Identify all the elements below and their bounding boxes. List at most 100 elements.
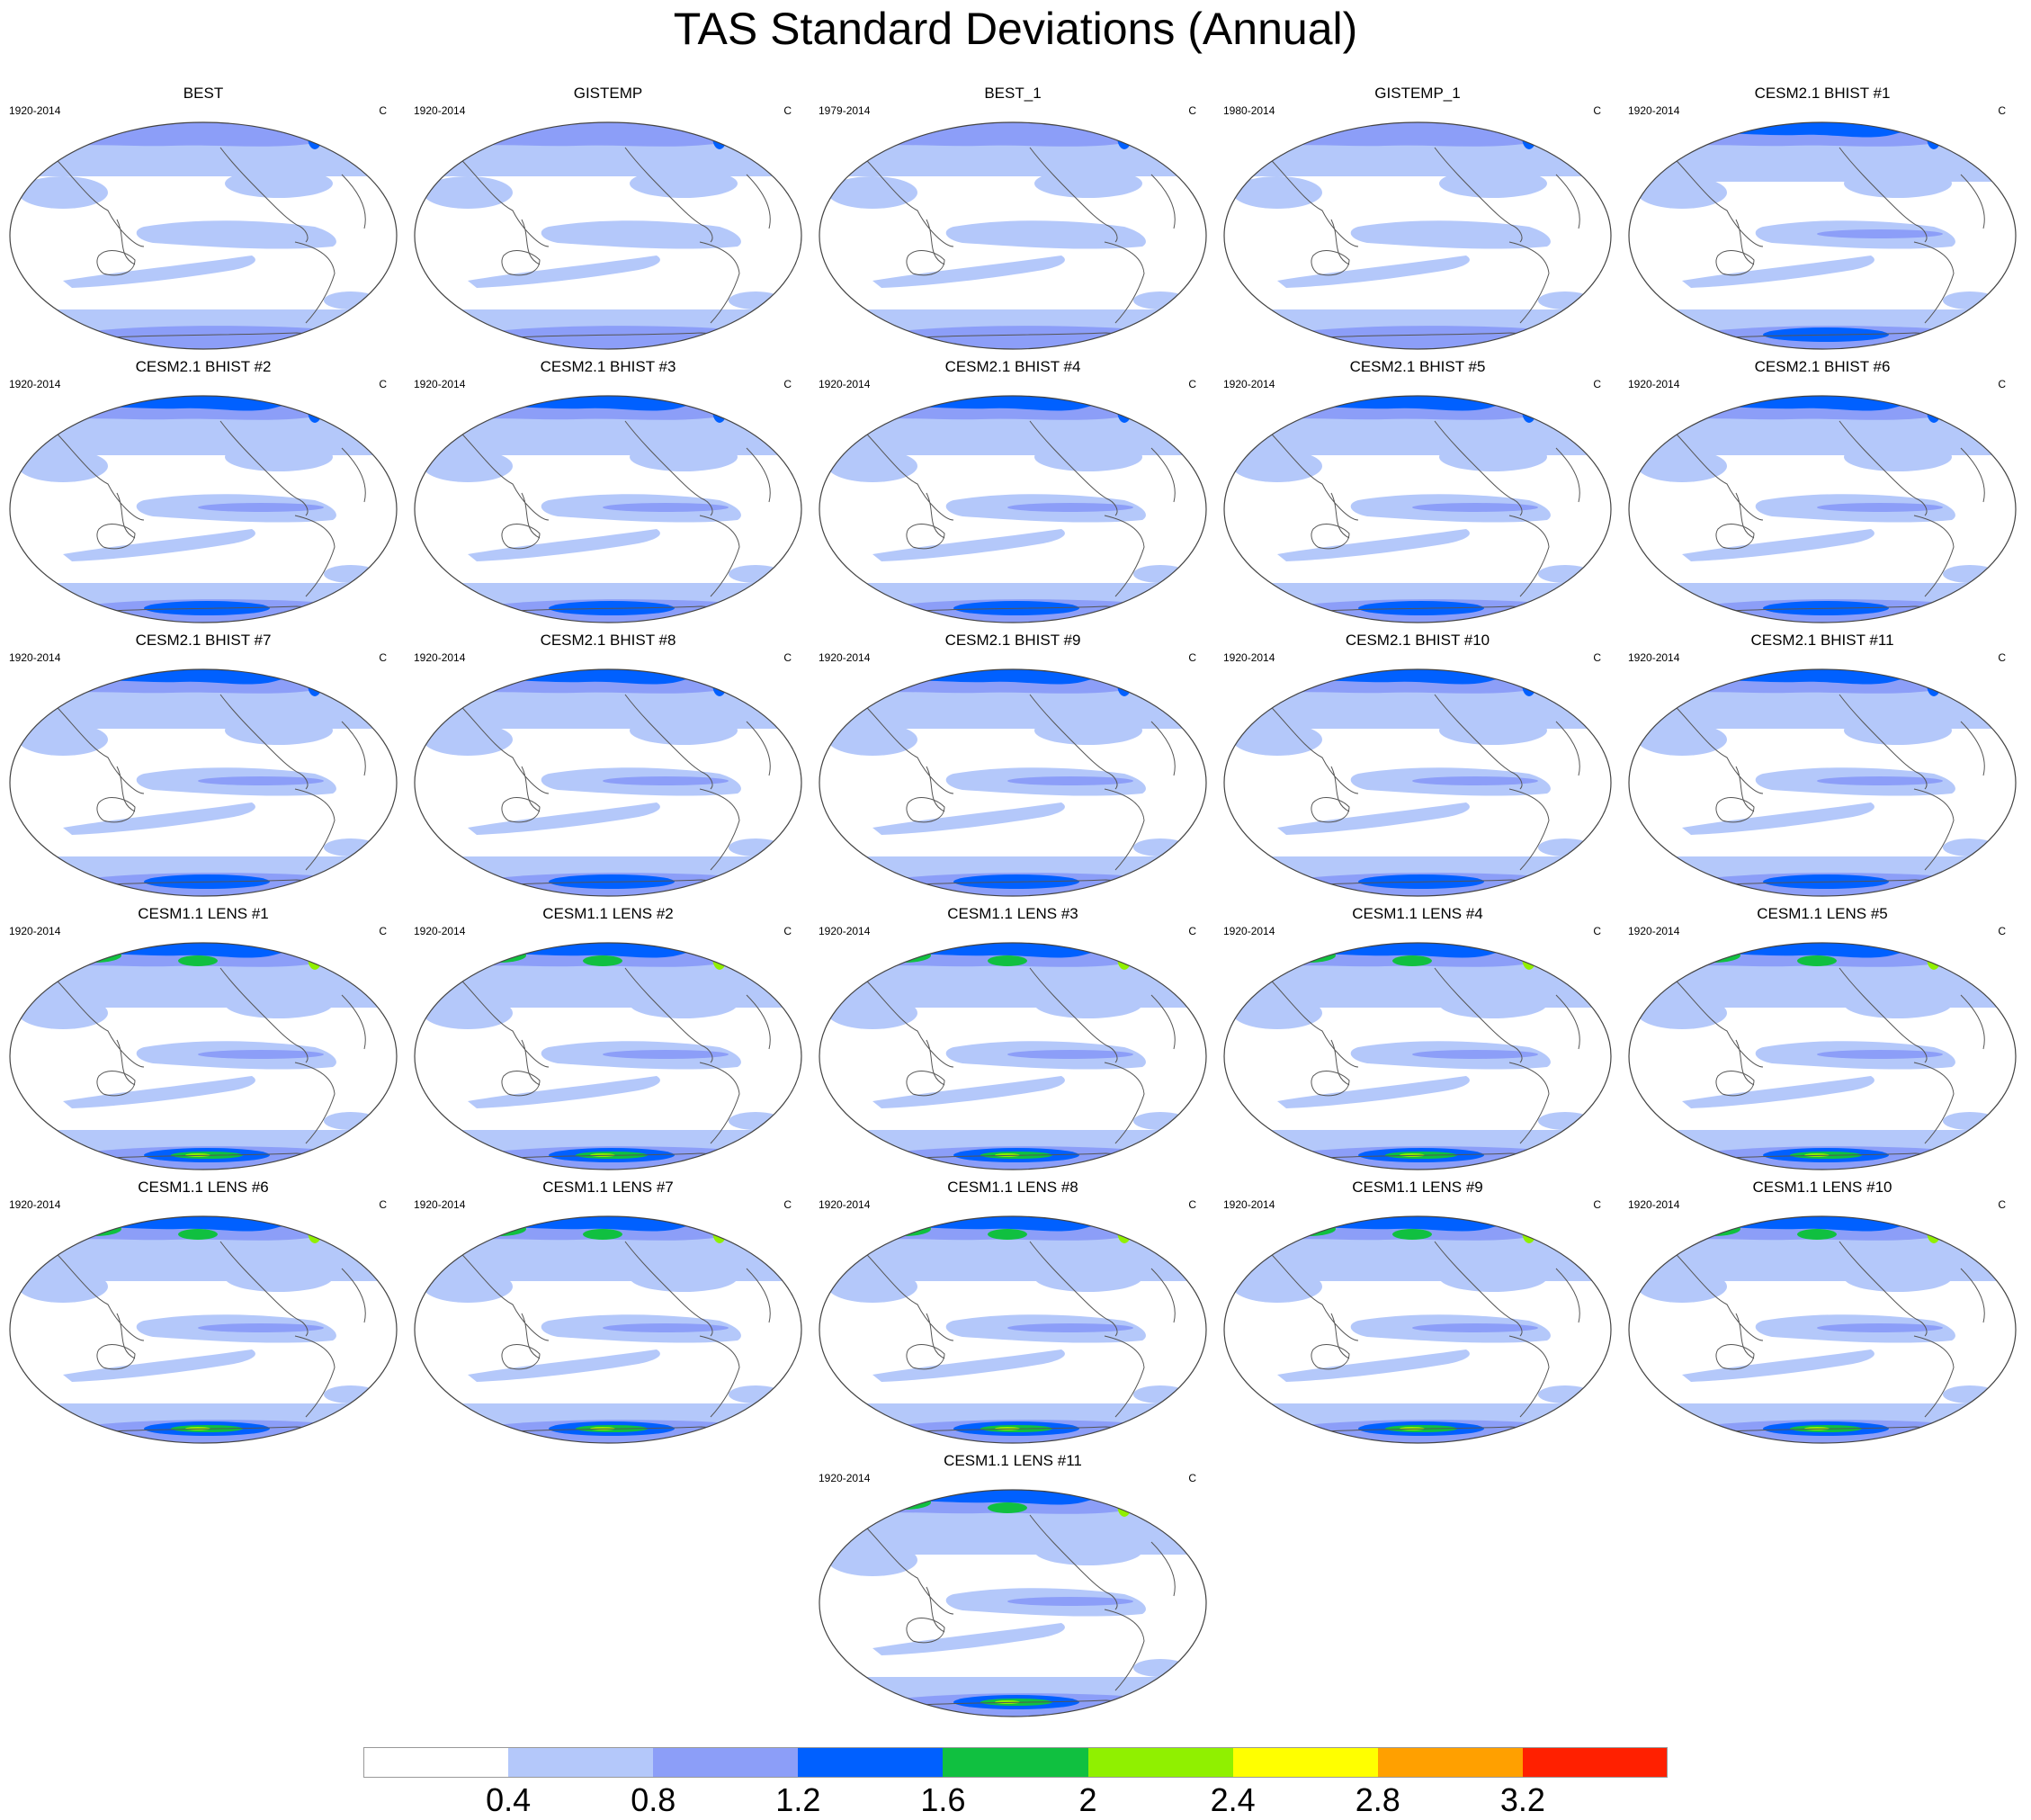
panel-period: 1920-2014	[9, 651, 61, 664]
panel-period: 1920-2014	[1628, 1198, 1680, 1211]
map-panel: CESM2.1 BHIST #1 1920-2014 C	[1619, 85, 2026, 354]
colorbar-segment	[1377, 1747, 1524, 1778]
map-panel: CESM1.1 LENS #11 1920-2014 C	[810, 1452, 1216, 1722]
panel-units: C	[783, 925, 792, 937]
robinson-map	[9, 942, 398, 1170]
robinson-map	[1223, 942, 1612, 1170]
panel-units: C	[1188, 925, 1196, 937]
panel-title: CESM1.1 LENS #6	[138, 1179, 269, 1196]
map-panel: CESM2.1 BHIST #9 1920-2014 C	[810, 632, 1216, 901]
map-panel: CESM2.1 BHIST #4 1920-2014 C	[810, 358, 1216, 628]
map-panel: CESM1.1 LENS #7 1920-2014 C	[405, 1179, 811, 1448]
panel-period: 1920-2014	[414, 378, 466, 390]
panel-period: 1920-2014	[819, 1198, 871, 1211]
panel-period: 1920-2014	[1223, 378, 1275, 390]
panel-period: 1920-2014	[1223, 925, 1275, 937]
panel-period: 1920-2014	[819, 925, 871, 937]
panel-title: CESM2.1 BHIST #10	[1345, 632, 1490, 649]
panel-title: CESM2.1 BHIST #5	[1349, 358, 1486, 375]
panel-period: 1980-2014	[1223, 104, 1275, 117]
colorbar-segment	[1232, 1747, 1379, 1778]
panel-period: 1920-2014	[414, 1198, 466, 1211]
map-panel: CESM2.1 BHIST #6 1920-2014 C	[1619, 358, 2026, 628]
panel-units: C	[379, 104, 387, 117]
panel-units: C	[1998, 104, 2006, 117]
map-panel: CESM2.1 BHIST #7 1920-2014 C	[0, 632, 407, 901]
panel-units: C	[1593, 925, 1601, 937]
map-panel: CESM2.1 BHIST #8 1920-2014 C	[405, 632, 811, 901]
map-panel: CESM1.1 LENS #5 1920-2014 C	[1619, 905, 2026, 1175]
robinson-map	[1628, 1215, 2017, 1444]
robinson-map	[1223, 1215, 1612, 1444]
robinson-map	[819, 1489, 1207, 1717]
colorbar-segment	[508, 1747, 654, 1778]
robinson-map	[9, 668, 398, 897]
colorbar	[363, 1747, 1669, 1778]
panel-title: CESM1.1 LENS #10	[1752, 1179, 1892, 1196]
panel-title: GISTEMP	[573, 85, 643, 102]
panel-units: C	[379, 651, 387, 664]
panel-title: CESM2.1 BHIST #2	[135, 358, 272, 375]
robinson-map	[1628, 942, 2017, 1170]
robinson-map	[1223, 121, 1612, 350]
panel-title: BEST	[183, 85, 224, 102]
robinson-map	[414, 668, 802, 897]
panel-period: 1920-2014	[1628, 378, 1680, 390]
panel-title: CESM1.1 LENS #1	[138, 905, 269, 922]
panel-title: CESM1.1 LENS #3	[947, 905, 1078, 922]
colorbar-tick-label: 2.4	[1210, 1781, 1256, 1818]
map-panel: CESM1.1 LENS #9 1920-2014 C	[1214, 1179, 1621, 1448]
robinson-map	[414, 942, 802, 1170]
panel-units: C	[1593, 1198, 1601, 1211]
panel-period: 1920-2014	[819, 378, 871, 390]
robinson-map	[819, 1215, 1207, 1444]
map-panel: CESM1.1 LENS #6 1920-2014 C	[0, 1179, 407, 1448]
panel-period: 1920-2014	[1223, 651, 1275, 664]
colorbar-segment	[653, 1747, 799, 1778]
colorbar-tick-label: 1.2	[775, 1781, 821, 1818]
panel-units: C	[379, 1198, 387, 1211]
map-panel: CESM1.1 LENS #3 1920-2014 C	[810, 905, 1216, 1175]
robinson-map	[9, 395, 398, 623]
panel-period: 1920-2014	[9, 104, 61, 117]
colorbar-tick-label: 1.6	[920, 1781, 966, 1818]
panel-period: 1920-2014	[1628, 651, 1680, 664]
panel-period: 1920-2014	[1628, 104, 1680, 117]
panel-period: 1920-2014	[9, 925, 61, 937]
panel-units: C	[783, 104, 792, 117]
panel-title: BEST_1	[984, 85, 1042, 102]
colorbar-segment	[1522, 1747, 1669, 1778]
figure-title: TAS Standard Deviations (Annual)	[673, 4, 1358, 54]
panel-period: 1920-2014	[414, 925, 466, 937]
panel-period: 1920-2014	[9, 1198, 61, 1211]
panel-title: CESM2.1 BHIST #9	[944, 632, 1081, 649]
robinson-map	[1628, 395, 2017, 623]
panel-units: C	[1998, 378, 2006, 390]
map-panel: CESM1.1 LENS #1 1920-2014 C	[0, 905, 407, 1175]
robinson-map	[414, 121, 802, 350]
map-panel: CESM1.1 LENS #10 1920-2014 C	[1619, 1179, 2026, 1448]
panel-period: 1920-2014	[1223, 1198, 1275, 1211]
colorbar-segment	[363, 1747, 509, 1778]
panel-title: CESM2.1 BHIST #7	[135, 632, 272, 649]
colorbar-segment	[943, 1747, 1089, 1778]
panel-period: 1979-2014	[819, 104, 871, 117]
map-panel: CESM2.1 BHIST #3 1920-2014 C	[405, 358, 811, 628]
robinson-map	[9, 121, 398, 350]
panel-period: 1920-2014	[414, 104, 466, 117]
colorbar-tick-label: 0.4	[486, 1781, 532, 1818]
panel-units: C	[379, 378, 387, 390]
map-panel: BEST 1920-2014 C	[0, 85, 407, 354]
map-panel: CESM2.1 BHIST #11 1920-2014 C	[1619, 632, 2026, 901]
robinson-map	[819, 395, 1207, 623]
robinson-map	[819, 942, 1207, 1170]
map-panel: CESM1.1 LENS #8 1920-2014 C	[810, 1179, 1216, 1448]
map-panel: CESM2.1 BHIST #2 1920-2014 C	[0, 358, 407, 628]
panel-units: C	[1593, 378, 1601, 390]
panel-period: 1920-2014	[1628, 925, 1680, 937]
robinson-map	[1223, 395, 1612, 623]
panel-period: 1920-2014	[819, 651, 871, 664]
panel-units: C	[1188, 1198, 1196, 1211]
panel-units: C	[783, 651, 792, 664]
panel-units: C	[1998, 1198, 2006, 1211]
